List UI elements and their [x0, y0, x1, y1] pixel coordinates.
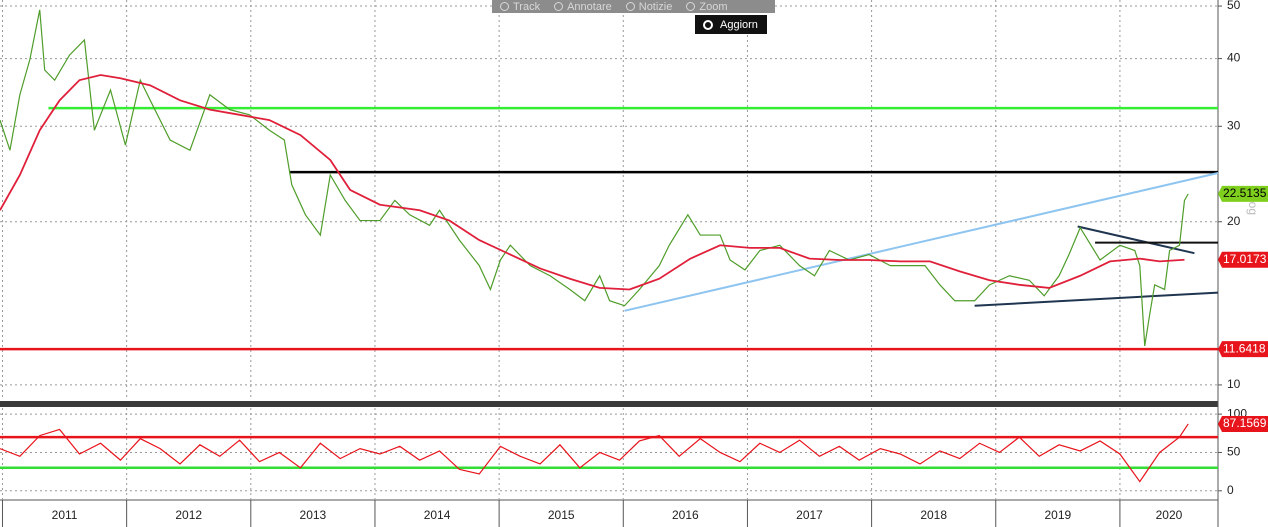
y-tick-label: 0 — [1227, 483, 1234, 497]
x-tick-label: 2020 — [1156, 508, 1183, 522]
value-tag-bg — [1218, 415, 1268, 432]
series-line — [0, 74, 1185, 291]
x-tick-label: 2012 — [175, 508, 202, 522]
panel-separator — [0, 401, 1218, 407]
trendline — [974, 291, 1219, 307]
y-tick-label: 10 — [1227, 377, 1241, 391]
series-line — [0, 9, 1189, 347]
value-tag: 11.6418 — [1223, 341, 1266, 355]
series-line — [0, 423, 1189, 483]
trendline — [624, 172, 1219, 312]
y-tick-label: 50 — [1227, 445, 1241, 459]
y-tick-label: 30 — [1227, 118, 1241, 132]
x-tick-label: 2018 — [920, 508, 947, 522]
value-tag-bg — [1218, 185, 1268, 202]
value-tag: 22.5135 — [1223, 186, 1267, 200]
y-tick-label: 20 — [1227, 214, 1241, 228]
y-tick-label: 40 — [1227, 51, 1241, 65]
refresh-button[interactable]: Aggiorn — [695, 15, 767, 34]
trendline — [1077, 225, 1195, 255]
x-tick-label: 2015 — [548, 508, 575, 522]
button-label[interactable]: Aggiorn — [720, 18, 758, 31]
toolbar-item[interactable]: Annotare — [554, 1, 612, 13]
value-tag-bg — [1218, 251, 1268, 268]
value-tag: 17.0173 — [1223, 252, 1267, 266]
x-tick-label: 2014 — [424, 508, 451, 522]
x-tick-label: 2013 — [300, 508, 327, 522]
toolbar-item[interactable]: Zoom — [686, 1, 727, 13]
x-tick-label: 2019 — [1044, 508, 1071, 522]
x-tick-label: 2011 — [52, 508, 78, 522]
toolbar-item[interactable]: Track — [500, 1, 540, 13]
x-tick-label: 2016 — [672, 508, 699, 522]
y-tick-label: 50 — [1227, 0, 1241, 12]
x-tick-label: 2017 — [796, 508, 823, 522]
value-tag-bg — [1218, 341, 1268, 358]
value-tag: 87.1569 — [1223, 416, 1267, 430]
toolbar-item[interactable]: Notizie — [626, 1, 673, 13]
toolbar: Track Annotare Notizie Zoom — [492, 0, 775, 13]
